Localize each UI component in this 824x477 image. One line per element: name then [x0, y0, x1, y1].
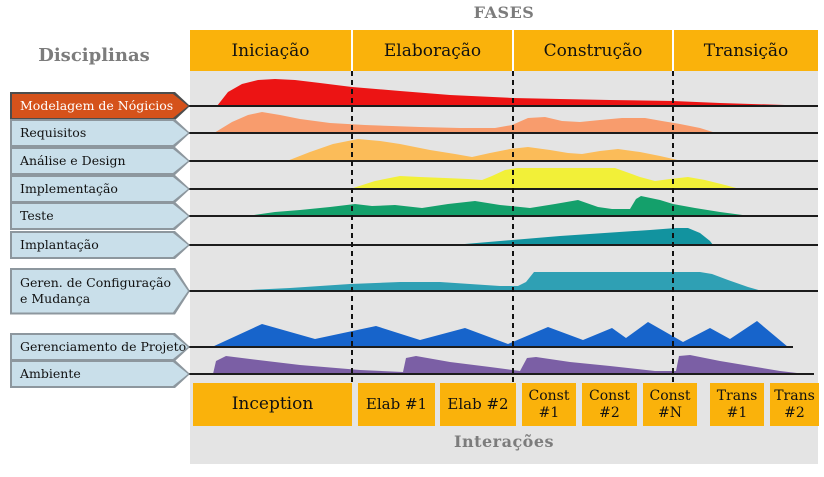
discipline-hump-gerenciamento-de-projeto	[212, 321, 788, 347]
discipline-hump-requisitos	[214, 112, 716, 133]
iteration-label-line: #1	[726, 404, 748, 421]
discipline-hump-analise-e-design	[287, 139, 682, 161]
iteration-label-line: Trans	[716, 388, 758, 405]
discipline-label-line: Teste	[20, 208, 54, 224]
discipline-arrow-implantacao: Implantação	[10, 231, 190, 259]
phase-header-cell-constru-o: Construção	[514, 30, 672, 71]
discipline-hump-modelagem-de-nogicios	[217, 79, 785, 106]
iterations-axis-title: Interações	[453, 432, 555, 451]
discipline-label-line: Análise e Design	[20, 153, 126, 169]
iteration-cell-const-1: Const #1	[522, 383, 576, 426]
iteration-cell-inception: Inception	[193, 383, 352, 426]
discipline-arrow-modelagem-de-nogicios: Modelagem de Nógicios	[10, 92, 190, 120]
discipline-label-line: Implantação	[20, 237, 99, 253]
discipline-label-line: Modelagem de Nógicios	[20, 98, 174, 114]
phase-header-cell-elabora-o: Elaboração	[353, 30, 512, 71]
discipline-arrow-face: Ambiente	[12, 362, 188, 386]
discipline-label-line: Requisitos	[20, 125, 87, 141]
discipline-hump-teste	[247, 196, 750, 216]
discipline-arrow-analise-e-design: Análise e Design	[10, 147, 190, 175]
iteration-label-line: Elab #2	[447, 394, 509, 413]
discipline-arrow-face: Geren. de Configuração e Mudança	[12, 270, 188, 313]
phase-header-cell-inicia-o: Iniciação	[190, 30, 351, 71]
iteration-label-line: Inception	[231, 393, 314, 414]
discipline-arrow-face: Análise e Design	[12, 149, 188, 173]
iteration-cell-const-2: Const #2	[582, 383, 637, 426]
phase-header-cell-transi-o: Transição	[674, 30, 818, 71]
discipline-label-line: Implementação	[20, 181, 118, 197]
iteration-label-line: Elab #1	[365, 394, 428, 413]
discipline-arrow-face: Implantação	[12, 233, 188, 257]
iteration-label-line: #1	[538, 404, 560, 421]
iteration-label-line: Const	[649, 388, 691, 405]
discipline-arrow-face: Implementação	[12, 177, 188, 201]
iteration-label-line: #2	[784, 404, 805, 421]
discipline-hump-geren-de-configuracao-e-mudanca	[230, 272, 762, 291]
discipline-label-line: Geren. de Configuração	[20, 275, 172, 291]
discipline-arrow-ambiente: Ambiente	[10, 360, 190, 388]
iteration-cell-trans-2: Trans #2	[770, 383, 819, 426]
discipline-arrow-face: Teste	[12, 204, 188, 228]
iteration-cell-elab-2: Elab #2	[440, 383, 516, 426]
discipline-arrow-face: Gerenciamento de Projeto	[12, 335, 188, 359]
iteration-cell-elab-1: Elab #1	[358, 383, 435, 426]
disciplines-column-title: Disciplinas	[38, 45, 150, 66]
page-title-fases: FASES	[473, 3, 535, 22]
iteration-cell-const-n: Const #N	[643, 383, 697, 426]
discipline-hump-implementacao	[350, 168, 740, 189]
discipline-label-line: e Mudança	[20, 291, 91, 306]
discipline-arrow-requisitos: Requisitos	[10, 119, 190, 147]
iteration-label-line: #2	[599, 404, 620, 421]
discipline-arrow-teste: Teste	[10, 202, 190, 230]
discipline-label-line: Gerenciamento de Projeto	[20, 339, 187, 355]
discipline-arrow-face: Requisitos	[12, 121, 188, 145]
iteration-label-line: #N	[658, 404, 682, 421]
iteration-label-line: Const	[589, 388, 630, 405]
discipline-arrow-gerenciamento-de-projeto: Gerenciamento de Projeto	[10, 333, 190, 361]
iteration-cell-trans-1: Trans #1	[710, 383, 764, 426]
iteration-label-line: Trans	[774, 388, 815, 405]
discipline-arrow-geren-de-configuracao-e-mudanca: Geren. de Configuração e Mudança	[10, 268, 190, 315]
discipline-label-line: Ambiente	[20, 366, 81, 382]
discipline-hump-implantacao	[453, 228, 713, 245]
discipline-arrow-implementacao: Implementação	[10, 175, 190, 203]
iteration-label-line: Const	[528, 388, 570, 405]
discipline-arrow-face: Modelagem de Nógicios	[12, 94, 188, 118]
discipline-hump-ambiente	[213, 355, 797, 374]
